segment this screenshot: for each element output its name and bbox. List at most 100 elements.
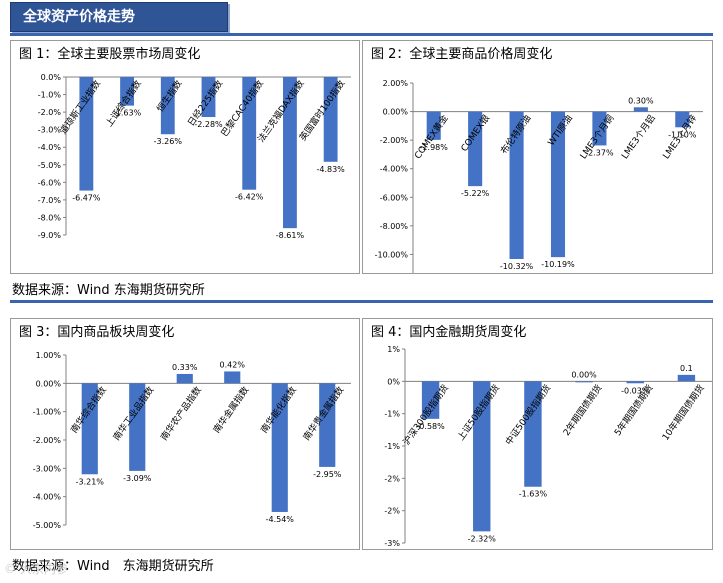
panel-3: 图 3：国内商品板块周变化 1.00% 0.00% -1.00% -2.00% -3.0… <box>10 318 360 550</box>
data-label: -2.37% <box>585 148 614 157</box>
bar <box>633 107 648 112</box>
y-tick-label: -6.0% <box>38 178 62 187</box>
chart-2-title: 图 2：全球主要商品价格周变化 <box>371 47 553 62</box>
chart-3: 1.00% 0.00% -1.00% -2.00% -3.00% -4.00% -5.00%… <box>33 351 351 530</box>
y-tick-label: -6.00% <box>380 193 409 202</box>
data-label: -0.58% <box>416 422 445 431</box>
bar <box>129 383 146 471</box>
y-tick-label: -2.0% <box>38 108 62 117</box>
bar <box>81 383 98 475</box>
data-label: 0.30% <box>628 96 654 105</box>
y-tick-label: -1% <box>384 442 400 451</box>
bar <box>79 77 94 191</box>
bar <box>592 111 607 146</box>
chart-4: 1%0%-1%-1%-2%-2%-3%-0.58%沪深300股指期货-2.32%… <box>384 345 712 548</box>
data-label: -10.32% <box>500 262 534 271</box>
data-label: -2.32% <box>468 534 497 543</box>
y-tick-label: -3.0% <box>38 126 62 135</box>
data-label: 0.42% <box>220 360 246 369</box>
y-tick-label: -1.00% <box>33 408 62 417</box>
y-tick-label: -7.0% <box>38 196 62 205</box>
data-label: -4.54% <box>266 515 295 524</box>
data-label: -1.98% <box>420 143 449 152</box>
bar <box>271 383 288 512</box>
data-label: 0.1 <box>680 364 693 373</box>
bar <box>283 77 297 229</box>
y-tick-label: 0.00% <box>36 379 62 388</box>
y-tick-label: 2.00% <box>383 79 409 88</box>
source-note-top: 数据来源：Wind 东海期货研究所 <box>12 283 205 298</box>
data-label: -2.95% <box>313 470 342 479</box>
data-label: -10.19% <box>541 260 575 269</box>
data-label: -3.21% <box>76 477 105 486</box>
y-tick-label: -4.0% <box>38 143 62 152</box>
panel-4: 图 4：国内金融期货周变化 1% 0% -1% -1% -2% -2% -3% -0.58% 沪… <box>362 318 713 550</box>
bar <box>426 111 441 140</box>
chart-3-title: 图 3：国内商品板块周变化 <box>19 325 175 340</box>
bar <box>224 371 241 384</box>
data-label: 0.33% <box>172 363 198 372</box>
source-note-bottom: 数据来源：Wind 东海期货研究所 <box>12 559 214 574</box>
bar <box>473 381 491 532</box>
page-title: 全球资产价格走势 <box>10 2 228 32</box>
middle-rule <box>10 300 713 303</box>
data-label: -0.03% <box>621 386 650 395</box>
data-label: -3.26% <box>154 137 183 146</box>
y-tick-label: 1% <box>387 345 400 354</box>
y-tick-label: -1.0% <box>38 91 62 100</box>
top-rule <box>10 33 713 36</box>
bar <box>675 111 690 128</box>
category-label: 南华金属指数 <box>211 384 252 435</box>
watermark-text: © 大宗内参 <box>4 562 68 576</box>
chart-1: 0.0% -1.0% -2.0% -3.0% -4.0% -5.0% -6.0% -7.0% -… <box>38 73 351 240</box>
y-tick-label: -3% <box>384 539 400 548</box>
data-label: -1.63% <box>113 109 142 118</box>
y-tick-label: -4.00% <box>380 165 409 174</box>
data-label: -6.42% <box>235 193 264 202</box>
y-tick-label: -5.0% <box>38 161 62 170</box>
bar <box>160 77 175 135</box>
bar <box>319 383 336 467</box>
y-tick-label: -1% <box>384 410 400 419</box>
y-tick-label: -2.00% <box>380 136 409 145</box>
data-label: -5.22% <box>461 189 490 198</box>
bar <box>626 381 644 384</box>
y-tick-label: 0% <box>387 377 400 386</box>
chart-4-title: 图 4：国内金融期货周变化 <box>371 325 527 340</box>
bar <box>524 381 542 487</box>
bar <box>509 111 524 259</box>
category-label: 巴黎CAC40指数 <box>218 78 266 139</box>
chart-2: 2.00% 0.00% -2.00% -4.00% -6.00% -8.00% -10.00… <box>375 79 703 273</box>
data-label: -3.09% <box>123 474 152 483</box>
y-tick-label: 1.00% <box>36 351 62 360</box>
category-label: 南华农产品指数 <box>158 384 204 443</box>
chart-1-title: 图 1：全球主要股票市场周变化 <box>19 47 201 62</box>
bar <box>575 381 593 383</box>
bar <box>550 111 566 258</box>
data-label: -4.83% <box>316 165 345 174</box>
category-label: 10年期国债期货 <box>659 382 706 442</box>
y-tick-label: 0.00% <box>383 108 409 117</box>
y-tick-label: -9.0% <box>38 231 62 240</box>
data-label: -1.10% <box>668 130 697 139</box>
bar <box>176 373 193 384</box>
y-tick-label: -4.00% <box>33 493 62 502</box>
data-label: -8.61% <box>276 231 305 240</box>
y-tick-label: -8.0% <box>38 213 62 222</box>
y-tick-label: -2% <box>384 474 400 483</box>
panel-1: 图 1：全球主要股票市场周变化 0.0% -1.0% -2.0% -3.0% -4.0%… <box>10 40 360 274</box>
category-label: LME3个月铝 <box>619 112 658 161</box>
bar <box>323 77 338 162</box>
y-tick-label: -2% <box>384 507 400 516</box>
y-tick-label: 0.0% <box>41 73 62 82</box>
data-label: -1.63% <box>519 490 548 499</box>
data-label: 0.00% <box>571 370 597 379</box>
data-label: -2.28% <box>194 120 223 129</box>
bar <box>468 111 483 187</box>
data-label: -6.47% <box>72 194 101 203</box>
category-label: 2年期国债期货 <box>560 382 604 438</box>
y-tick-label: -10.00% <box>375 250 409 259</box>
bar <box>677 374 696 382</box>
bar <box>201 77 216 118</box>
bar <box>421 381 440 419</box>
